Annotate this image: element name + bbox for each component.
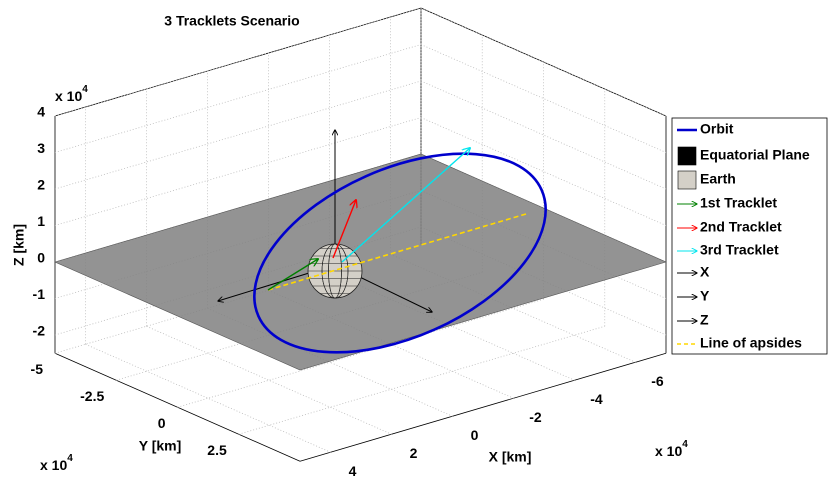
chart-title: 3 Tracklets Scenario [164, 13, 299, 29]
z-tick-label: 3 [37, 140, 45, 156]
legend-label: X [700, 264, 710, 280]
z-tick-label: 2 [37, 177, 45, 193]
legend-label: Equatorial Plane [700, 147, 810, 163]
grid-line [177, 298, 544, 408]
exponent-base: x 10 [40, 457, 67, 473]
z-tick-label: 0 [37, 250, 45, 266]
legend-label: Orbit [700, 121, 734, 137]
exponent-power: 4 [682, 439, 688, 450]
exponent-power: 4 [67, 453, 73, 464]
orbit [253, 152, 547, 354]
exponent-power: 4 [82, 84, 88, 95]
x-tick-label: 4 [349, 463, 357, 479]
z-tick-label: 1 [37, 213, 45, 229]
tracklet-1 [267, 259, 318, 291]
legend-label: 3rd Tracklet [700, 242, 779, 258]
y-tick-label: -2.5 [80, 388, 104, 404]
grid-line [54, 44, 422, 153]
grid-line [238, 325, 605, 435]
grid-line [54, 117, 422, 226]
scene [54, 113, 667, 371]
y-tick-label: 0 [158, 415, 166, 431]
z-tick-label: -1 [33, 286, 46, 302]
legend-label: Y [700, 288, 710, 304]
legend-label: 1st Tracklet [700, 195, 777, 211]
x-axis-label: X [km] [489, 449, 532, 465]
legend-swatch [677, 146, 697, 166]
exponent-base: x 10 [655, 443, 682, 459]
legend-label: Line of apsides [700, 335, 802, 351]
legend-label: Earth [700, 171, 736, 187]
legend-swatch [677, 170, 697, 190]
legend-box [671, 117, 828, 355]
box-edge [299, 352, 667, 462]
axis-exponent: x 104 [55, 84, 88, 104]
legend-label: Z [700, 312, 709, 328]
tracklet-3 [341, 148, 470, 263]
axis-exponent: x 104 [40, 453, 73, 473]
exponent-base: x 10 [55, 88, 82, 104]
line-of-apsides [267, 213, 527, 291]
x-tick-label: 2 [410, 445, 418, 461]
y-tick-label: -5 [31, 361, 44, 377]
x-tick-label: -2 [529, 409, 542, 425]
grid-line [54, 7, 422, 117]
z-axis-label: Z [km] [11, 224, 27, 266]
legend-label: 2nd Tracklet [700, 219, 782, 235]
axis-exponent: x 104 [655, 439, 688, 459]
legend: Orbit Equatorial Plane Earth 1st Tracklet 2n… [671, 117, 828, 355]
grid-line [54, 80, 422, 190]
x-tick-label: 0 [471, 427, 479, 443]
z-tick-label: -2 [33, 323, 46, 339]
x-tick-label: -6 [651, 373, 664, 389]
box-edge [420, 7, 667, 117]
x-tick-label: -4 [590, 391, 603, 407]
z-tick-label: 4 [37, 104, 45, 120]
tracklet-2 [332, 200, 356, 259]
y-axis-label: Y [km] [139, 438, 182, 454]
y-tick-label: 2.5 [207, 442, 227, 458]
